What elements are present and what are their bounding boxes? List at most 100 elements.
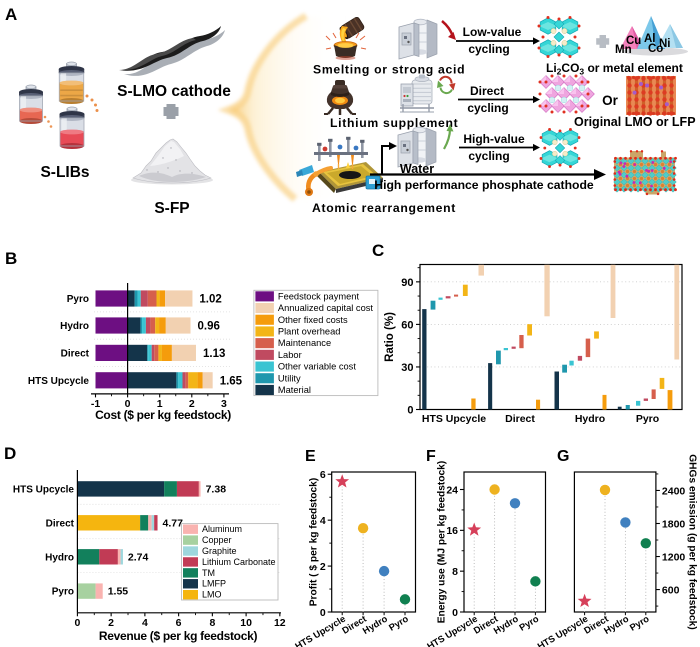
svg-text:Hydro: Hydro: [575, 413, 605, 425]
svg-text:Lithium Carbonate: Lithium Carbonate: [202, 557, 276, 567]
svg-text:GHGs emission (g per kg feeds: GHGs emission (g per kg feedstock): [687, 454, 698, 630]
svg-text:24: 24: [446, 484, 458, 496]
svg-text:0: 0: [125, 398, 131, 410]
svg-text:Low-value: Low-value: [463, 25, 522, 39]
svg-text:0.96: 0.96: [198, 321, 220, 333]
svg-text:Mn: Mn: [615, 44, 632, 56]
svg-text:4.77: 4.77: [163, 517, 184, 529]
svg-text:Aluminum: Aluminum: [202, 524, 242, 534]
svg-text:Other variable cost: Other variable cost: [278, 362, 356, 372]
svg-text:Cost ($ per kg feedstock): Cost ($ per kg feedstock): [95, 408, 231, 422]
svg-text:Pyro: Pyro: [67, 294, 89, 305]
svg-text:0: 0: [452, 607, 458, 619]
svg-text:Graphite: Graphite: [202, 546, 237, 556]
svg-text:F: F: [426, 448, 436, 465]
svg-text:Energy use (MJ per kg feedstoc: Energy use (MJ per kg feedstock): [437, 461, 448, 623]
svg-text:1.65: 1.65: [220, 375, 243, 387]
svg-text:S-LMO cathode: S-LMO cathode: [117, 83, 231, 100]
svg-text:2: 2: [108, 617, 114, 629]
svg-text:Direct: Direct: [470, 84, 504, 98]
svg-text:Hydro: Hydro: [361, 613, 389, 636]
svg-text:cycling: cycling: [468, 42, 509, 56]
svg-text:7.38: 7.38: [206, 483, 227, 495]
svg-text:2: 2: [189, 398, 195, 410]
svg-text:HTS Upcycle: HTS Upcycle: [422, 413, 486, 425]
svg-text:Plant overhead: Plant overhead: [278, 327, 341, 337]
svg-text:12: 12: [274, 617, 286, 629]
svg-text:1: 1: [157, 398, 163, 410]
svg-text:Hydro: Hydro: [45, 552, 74, 563]
svg-text:90: 90: [401, 277, 413, 289]
svg-text:Copper: Copper: [202, 535, 232, 545]
svg-text:Hydro: Hydro: [60, 321, 89, 332]
svg-text:Direct: Direct: [61, 348, 90, 359]
svg-text:HTS Upcycle: HTS Upcycle: [13, 484, 75, 495]
svg-text:Atomic rearrangement: Atomic rearrangement: [312, 201, 456, 215]
svg-text:Or: Or: [602, 93, 619, 108]
svg-text:cycling: cycling: [468, 149, 509, 163]
svg-text:30: 30: [401, 362, 413, 374]
svg-text:Pyro: Pyro: [518, 613, 541, 632]
svg-text:C: C: [372, 241, 384, 260]
svg-text:Direct: Direct: [46, 518, 75, 529]
svg-text:16: 16: [446, 525, 458, 537]
svg-text:Lithium supplement: Lithium supplement: [330, 116, 458, 130]
svg-text:Feedstock payment: Feedstock payment: [278, 291, 360, 301]
svg-text:8: 8: [452, 566, 458, 578]
svg-text:2: 2: [320, 561, 326, 573]
svg-text:4: 4: [142, 617, 148, 629]
svg-text:Ratio (%): Ratio (%): [384, 312, 396, 362]
svg-text:High-value: High-value: [463, 132, 525, 146]
svg-text:Ni: Ni: [659, 38, 671, 50]
svg-text:Pyro: Pyro: [52, 587, 74, 598]
svg-text:60: 60: [401, 319, 413, 331]
svg-text:Cu: Cu: [626, 35, 641, 47]
svg-text:B: B: [5, 249, 17, 268]
svg-text:S-FP: S-FP: [154, 200, 189, 217]
svg-text:1.02: 1.02: [199, 294, 221, 306]
svg-text:S-LIBs: S-LIBs: [40, 164, 89, 181]
svg-text:TM: TM: [202, 568, 215, 578]
svg-text:10: 10: [240, 617, 252, 629]
svg-text:High performance phosphate cat: High performance phosphate cathode: [374, 178, 594, 192]
svg-text:0: 0: [320, 607, 326, 619]
svg-text:A: A: [5, 5, 17, 24]
svg-text:Pyro: Pyro: [628, 613, 651, 632]
svg-text:Utility: Utility: [278, 373, 301, 383]
svg-text:G: G: [557, 448, 569, 465]
svg-text:Smelting or strong acid: Smelting or strong acid: [313, 63, 465, 77]
svg-text:8: 8: [209, 617, 215, 629]
svg-text:1.13: 1.13: [203, 348, 225, 360]
svg-text:0: 0: [407, 405, 413, 417]
svg-text:6: 6: [320, 469, 326, 481]
svg-text:Co: Co: [648, 43, 663, 55]
svg-text:2400: 2400: [662, 485, 686, 497]
svg-text:Pyro: Pyro: [636, 413, 659, 425]
svg-text:Labor: Labor: [278, 350, 302, 360]
svg-text:600: 600: [662, 584, 680, 596]
svg-text:LMFP: LMFP: [202, 579, 226, 589]
svg-text:Pyro: Pyro: [387, 613, 410, 632]
svg-text:HTS Upcycle: HTS Upcycle: [536, 614, 590, 647]
svg-text:Profit ( $ per kg feedstock): Profit ( $ per kg feedstock): [309, 478, 320, 607]
svg-text:Material: Material: [278, 385, 311, 395]
svg-text:Water: Water: [400, 162, 434, 176]
svg-text:Original LMO or LFP: Original LMO or LFP: [574, 115, 696, 129]
svg-text:cycling: cycling: [467, 101, 508, 115]
svg-text:Direct: Direct: [505, 413, 535, 425]
svg-text:1.55: 1.55: [108, 586, 129, 598]
svg-text:3: 3: [221, 398, 227, 410]
svg-text:E: E: [305, 448, 316, 465]
svg-text:-1: -1: [91, 398, 100, 410]
svg-text:Maintenance: Maintenance: [278, 338, 331, 348]
svg-text:D: D: [4, 444, 16, 463]
svg-text:4: 4: [320, 515, 326, 527]
svg-text:Revenue ($ per kg feedstock): Revenue ($ per kg feedstock): [99, 629, 258, 643]
svg-text:6: 6: [176, 617, 182, 629]
svg-text:Annualized capital cost: Annualized capital cost: [278, 303, 374, 313]
svg-text:Li2CO3 or metal element: Li2CO3 or metal element: [546, 61, 683, 77]
svg-text:Other fixed costs: Other fixed costs: [278, 315, 348, 325]
svg-text:2.74: 2.74: [128, 551, 149, 563]
svg-text:Al: Al: [644, 33, 656, 45]
svg-text:HTS Upcycle: HTS Upcycle: [28, 376, 90, 387]
